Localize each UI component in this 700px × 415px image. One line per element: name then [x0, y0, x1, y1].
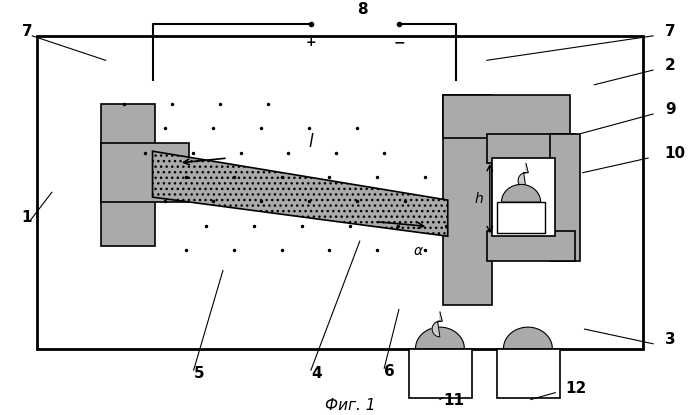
Text: 1: 1 — [22, 210, 32, 225]
Bar — [486, 134, 575, 163]
Bar — [443, 95, 570, 139]
Text: 8: 8 — [357, 2, 368, 17]
Text: 12: 12 — [565, 381, 587, 395]
Bar — [496, 202, 545, 233]
Polygon shape — [416, 327, 464, 349]
Polygon shape — [153, 151, 448, 236]
Text: −: − — [393, 36, 405, 50]
Text: 3: 3 — [665, 332, 676, 347]
Bar — [443, 95, 491, 305]
Bar — [550, 134, 580, 261]
Text: 9: 9 — [665, 102, 676, 117]
Bar — [101, 104, 155, 246]
Text: Фиг. 1: Фиг. 1 — [325, 398, 375, 413]
Text: 6: 6 — [384, 364, 395, 379]
Bar — [101, 144, 189, 202]
Text: 7: 7 — [665, 24, 676, 39]
Polygon shape — [432, 312, 442, 337]
Text: $l$: $l$ — [307, 133, 314, 151]
Bar — [491, 158, 555, 236]
Polygon shape — [501, 184, 540, 202]
Polygon shape — [518, 164, 528, 188]
Text: $\alpha$: $\alpha$ — [413, 244, 424, 258]
Bar — [486, 231, 575, 261]
Polygon shape — [503, 327, 552, 349]
Bar — [496, 349, 560, 398]
Text: 4: 4 — [311, 366, 321, 381]
Text: 10: 10 — [665, 146, 686, 161]
Text: +: + — [306, 36, 316, 49]
Bar — [409, 349, 472, 398]
Text: 7: 7 — [22, 24, 32, 39]
Text: 5: 5 — [194, 366, 204, 381]
Text: 11: 11 — [443, 393, 464, 408]
Bar — [37, 36, 643, 349]
Text: 2: 2 — [665, 58, 676, 73]
Text: $h$: $h$ — [474, 190, 484, 205]
